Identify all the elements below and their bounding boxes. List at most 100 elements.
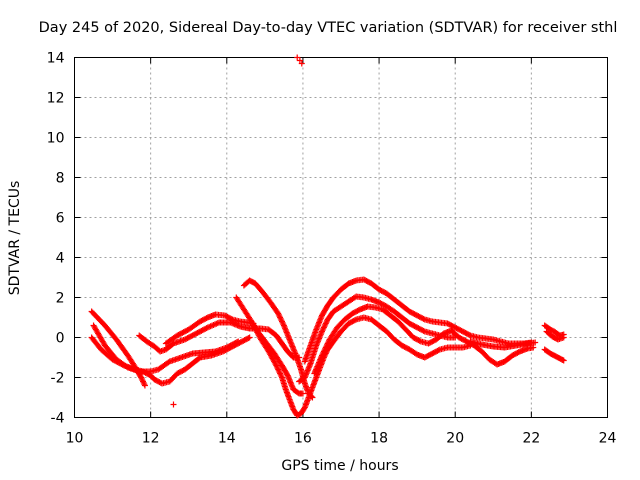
data-point xyxy=(275,311,282,318)
data-point xyxy=(319,327,326,334)
series-track-l xyxy=(467,338,539,351)
data-point xyxy=(323,319,330,326)
x-tick-label: 14 xyxy=(218,431,236,447)
y-tick-label: 8 xyxy=(56,171,65,187)
x-tick-label: 18 xyxy=(370,431,388,447)
data-point xyxy=(138,374,145,381)
series-track-m xyxy=(541,322,567,339)
y-tick-label: -2 xyxy=(51,371,65,387)
y-tick-label: 6 xyxy=(56,211,65,227)
data-point xyxy=(278,373,285,380)
data-point xyxy=(560,357,567,364)
data-point xyxy=(280,321,287,328)
series-track-i xyxy=(296,293,459,385)
data-point xyxy=(301,405,308,412)
x-tick-label: 16 xyxy=(294,431,312,447)
data-point xyxy=(279,319,286,326)
data-point xyxy=(532,339,539,346)
series-outliers xyxy=(170,54,305,408)
data-point xyxy=(119,361,126,368)
y-tick-label: 14 xyxy=(47,51,65,67)
series-track-n xyxy=(541,346,567,364)
data-point xyxy=(325,339,332,346)
data-point xyxy=(273,362,280,369)
series-track-h xyxy=(250,314,474,419)
y-tick-label: 0 xyxy=(56,331,65,347)
y-tick-label: 2 xyxy=(56,291,65,307)
data-point xyxy=(322,344,329,351)
x-axis-label: GPS time / hours xyxy=(281,458,398,474)
y-tick-label: 12 xyxy=(47,91,65,107)
y-tick-label: -4 xyxy=(51,411,65,427)
data-point xyxy=(320,349,327,356)
y-axis-label: SDTVAR / TECUs xyxy=(7,181,23,296)
data-point xyxy=(141,382,148,389)
data-point xyxy=(278,318,285,325)
data-point xyxy=(138,375,145,382)
data-point xyxy=(203,325,210,332)
data-point xyxy=(170,401,177,408)
data-point xyxy=(274,365,281,372)
data-point xyxy=(323,343,330,350)
data-point xyxy=(420,327,427,334)
y-tick-label: 4 xyxy=(56,251,65,267)
data-point xyxy=(319,351,326,358)
chart-title: Day 245 of 2020, Sidereal Day-to-day VTE… xyxy=(39,20,618,36)
series-track-j xyxy=(301,276,535,365)
data-point xyxy=(298,60,305,67)
data-point xyxy=(322,321,329,328)
data-point xyxy=(351,317,358,324)
data-point xyxy=(322,320,329,327)
data-point xyxy=(165,359,172,366)
data-point xyxy=(320,348,327,355)
plot-frame xyxy=(74,57,608,418)
data-point xyxy=(246,334,253,341)
data-point xyxy=(140,378,147,385)
data-point xyxy=(277,370,284,377)
data-points xyxy=(88,54,567,419)
data-point xyxy=(283,371,290,378)
data-point xyxy=(318,328,325,335)
x-tick-label: 10 xyxy=(66,431,84,447)
data-point xyxy=(318,352,325,359)
data-point xyxy=(320,324,327,331)
data-point xyxy=(466,331,473,338)
data-point xyxy=(321,347,328,354)
data-point xyxy=(320,325,327,332)
y-tick-label: 10 xyxy=(47,131,65,147)
data-point xyxy=(275,366,282,373)
series-track-o xyxy=(543,328,567,343)
data-point xyxy=(420,315,427,322)
data-point xyxy=(141,381,148,388)
data-point xyxy=(278,317,285,324)
data-point xyxy=(276,369,283,376)
x-tick-label: 20 xyxy=(446,431,464,447)
data-point xyxy=(322,345,329,352)
data-point xyxy=(299,390,306,397)
data-point xyxy=(416,337,423,344)
data-point xyxy=(275,367,282,374)
data-point xyxy=(294,54,301,61)
data-point xyxy=(273,363,280,370)
data-point xyxy=(228,315,235,322)
data-point xyxy=(324,341,331,348)
series-track-c xyxy=(88,334,253,387)
x-tick-label: 22 xyxy=(522,431,540,447)
data-point xyxy=(277,371,284,378)
series-track-f xyxy=(233,294,306,397)
data-point xyxy=(435,347,442,354)
data-point xyxy=(245,335,252,342)
data-point xyxy=(324,340,331,347)
x-tick-label: 24 xyxy=(599,431,617,447)
data-point xyxy=(277,314,284,321)
data-point xyxy=(276,313,283,320)
data-point xyxy=(560,334,567,341)
data-point xyxy=(139,377,146,384)
data-point xyxy=(140,379,147,386)
data-point xyxy=(275,310,282,317)
data-point xyxy=(277,315,284,322)
x-tick-label: 12 xyxy=(142,431,160,447)
data-point xyxy=(321,323,328,330)
